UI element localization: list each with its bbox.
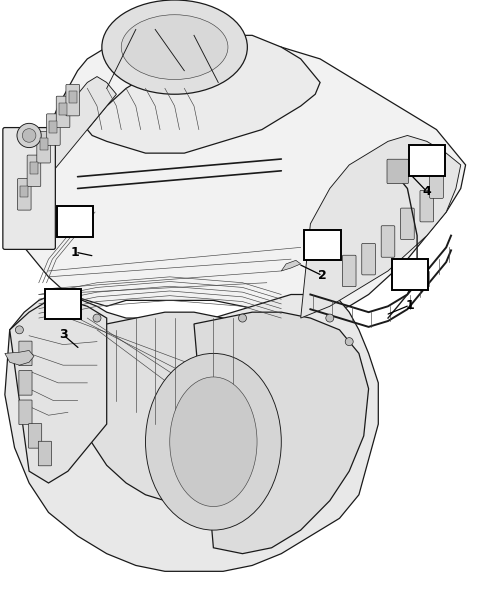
FancyBboxPatch shape — [19, 400, 32, 425]
Circle shape — [22, 128, 36, 143]
FancyBboxPatch shape — [29, 423, 42, 448]
Polygon shape — [5, 294, 378, 571]
FancyBboxPatch shape — [66, 84, 79, 116]
Circle shape — [345, 337, 352, 346]
Circle shape — [238, 314, 246, 322]
Circle shape — [93, 314, 101, 322]
FancyBboxPatch shape — [38, 441, 51, 466]
FancyBboxPatch shape — [429, 167, 442, 198]
Bar — [40, 138, 47, 150]
Ellipse shape — [145, 353, 281, 530]
Polygon shape — [68, 312, 271, 501]
Polygon shape — [281, 260, 300, 271]
Polygon shape — [10, 300, 106, 483]
FancyBboxPatch shape — [17, 178, 31, 210]
Polygon shape — [5, 350, 34, 365]
Ellipse shape — [102, 0, 247, 94]
Polygon shape — [87, 35, 319, 153]
Polygon shape — [194, 312, 368, 554]
FancyBboxPatch shape — [400, 208, 413, 240]
FancyBboxPatch shape — [19, 341, 32, 366]
Text: 2: 2 — [318, 269, 326, 282]
Circle shape — [325, 314, 333, 322]
Circle shape — [45, 308, 52, 316]
Bar — [49, 121, 57, 133]
FancyBboxPatch shape — [56, 96, 70, 128]
Bar — [304, 230, 340, 260]
Polygon shape — [300, 135, 460, 318]
Bar — [408, 145, 444, 176]
FancyBboxPatch shape — [37, 131, 50, 163]
FancyBboxPatch shape — [46, 114, 60, 145]
Polygon shape — [19, 77, 116, 224]
Ellipse shape — [121, 15, 227, 80]
Text: 3: 3 — [59, 328, 67, 341]
Bar — [20, 186, 28, 197]
Bar — [59, 103, 67, 115]
FancyBboxPatch shape — [419, 190, 433, 222]
Text: 4: 4 — [422, 185, 430, 198]
Bar — [57, 206, 93, 237]
FancyBboxPatch shape — [27, 155, 41, 187]
FancyBboxPatch shape — [3, 128, 55, 249]
FancyBboxPatch shape — [386, 159, 408, 184]
Text: 1: 1 — [405, 299, 413, 312]
Polygon shape — [10, 41, 465, 318]
Ellipse shape — [169, 377, 257, 507]
Bar — [45, 289, 81, 319]
Circle shape — [17, 123, 41, 148]
Text: 1: 1 — [71, 246, 79, 259]
FancyBboxPatch shape — [19, 370, 32, 395]
FancyBboxPatch shape — [361, 243, 375, 275]
Bar — [30, 162, 38, 174]
FancyBboxPatch shape — [342, 255, 355, 287]
Bar — [69, 91, 76, 103]
FancyBboxPatch shape — [380, 226, 394, 257]
Bar — [391, 259, 427, 290]
Circle shape — [15, 326, 23, 334]
